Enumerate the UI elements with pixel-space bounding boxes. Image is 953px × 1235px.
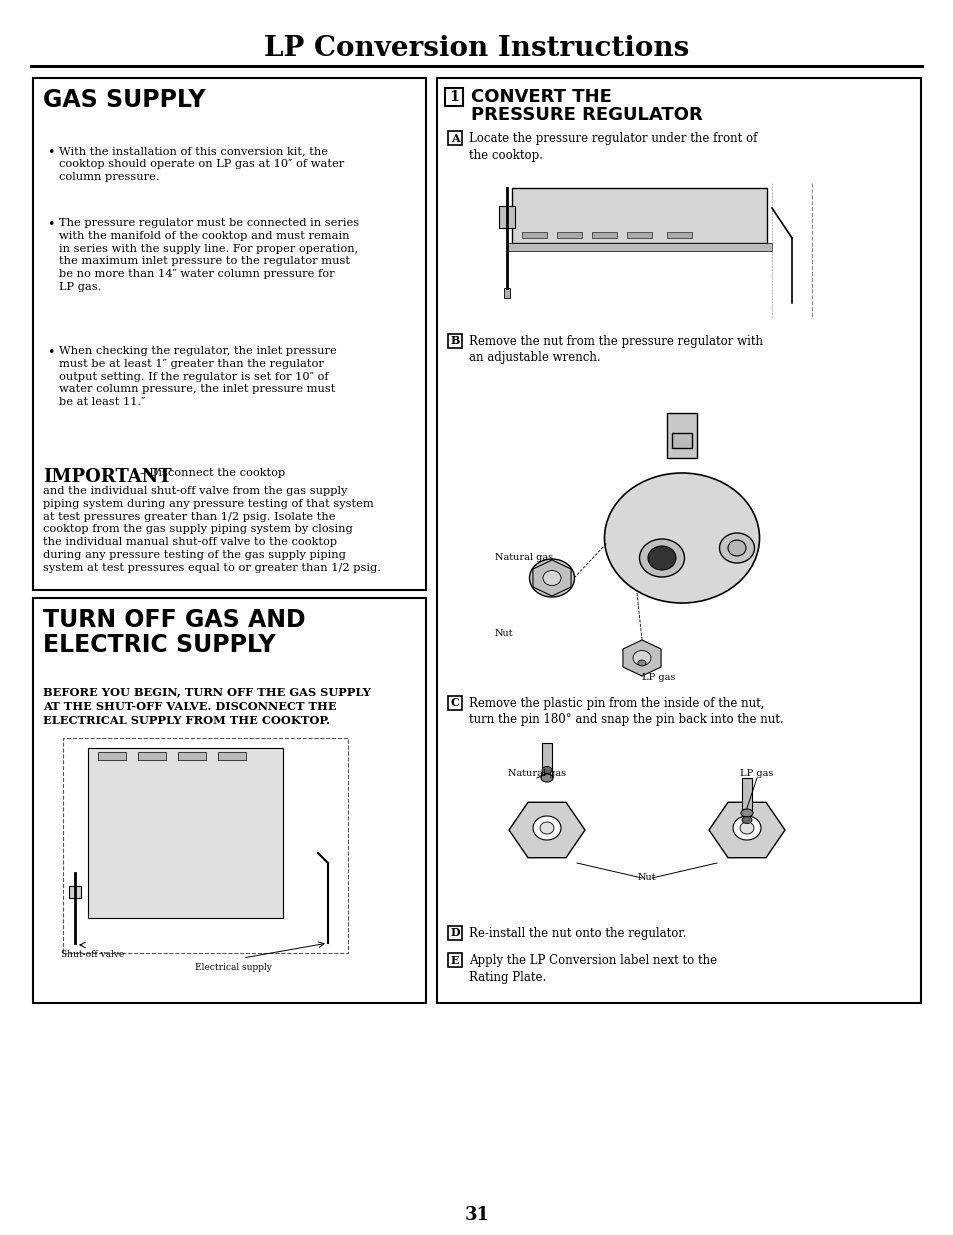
Bar [671,433,691,448]
Text: PRESSURE REGULATOR: PRESSURE REGULATOR [471,106,702,124]
Text: •: • [47,346,54,359]
Bar [626,232,651,238]
Bar [557,232,581,238]
Text: 1: 1 [449,90,458,104]
Bar [98,752,126,760]
Text: Nut: Nut [637,873,656,883]
Bar [541,743,552,778]
Text: •: • [47,219,54,231]
Ellipse shape [638,659,645,666]
Text: and the individual shut-off valve from the gas supply
piping system during any p: and the individual shut-off valve from t… [43,487,380,573]
Text: Electrical supply: Electrical supply [194,963,272,972]
Bar [503,288,510,298]
Bar [512,188,766,243]
Text: TURN OFF GAS AND
ELECTRIC SUPPLY: TURN OFF GAS AND ELECTRIC SUPPLY [43,608,305,657]
Text: When checking the regulator, the inlet pressure
must be at least 1″ greater than: When checking the regulator, the inlet p… [59,346,336,408]
Ellipse shape [727,540,745,556]
Text: With the installation of this conversion kit, the
cooktop should operate on LP g: With the installation of this conversion… [59,146,344,182]
Text: Nut: Nut [495,629,513,637]
Ellipse shape [541,767,552,773]
Ellipse shape [732,816,760,840]
Bar [506,243,771,251]
Bar [592,232,617,238]
Text: CONVERT THE: CONVERT THE [471,88,611,106]
Ellipse shape [740,809,752,818]
Text: Natural gas: Natural gas [507,768,565,778]
Bar [69,885,81,898]
Bar [436,78,920,1003]
Bar [448,697,461,710]
Polygon shape [533,559,571,597]
Ellipse shape [542,571,560,585]
Text: The pressure regulator must be connected in series
with the manifold of the cook: The pressure regulator must be connected… [59,219,358,291]
Text: A: A [450,132,458,143]
Ellipse shape [540,774,553,782]
Bar [498,206,515,228]
Ellipse shape [633,651,650,666]
Bar [33,78,426,590]
Text: Remove the plastic pin from the inside of the nut,
turn the pin 180° and snap th: Remove the plastic pin from the inside o… [469,697,782,726]
Text: Locate the pressure regulator under the front of
the cooktop.: Locate the pressure regulator under the … [469,132,757,162]
Bar [448,926,461,940]
Text: IMPORTANT: IMPORTANT [43,468,172,487]
Ellipse shape [719,534,754,563]
Bar [178,752,206,760]
Text: Shut-off valve: Shut-off valve [61,950,124,960]
Text: D: D [450,927,459,939]
Bar [448,953,461,967]
Bar [63,739,348,953]
Text: E: E [450,955,458,966]
Bar [666,232,691,238]
Bar [521,232,546,238]
Ellipse shape [539,823,554,834]
Text: Remove the nut from the pressure regulator with
an adjustable wrench.: Remove the nut from the pressure regulat… [469,335,762,364]
Bar [138,752,166,760]
Text: GAS SUPPLY: GAS SUPPLY [43,88,206,112]
Bar [30,65,923,68]
Text: BEFORE YOU BEGIN, TURN OFF THE GAS SUPPLY
AT THE SHUT-OFF VALVE. DISCONNECT THE
: BEFORE YOU BEGIN, TURN OFF THE GAS SUPPL… [43,685,371,726]
Text: •: • [47,146,54,159]
Text: 31: 31 [464,1207,489,1224]
Polygon shape [622,640,660,676]
Ellipse shape [639,538,684,577]
Polygon shape [708,803,784,858]
Ellipse shape [647,546,676,571]
Bar [218,752,246,760]
Ellipse shape [539,568,564,588]
Text: Apply the LP Conversion label next to the
Rating Plate.: Apply the LP Conversion label next to th… [469,953,717,983]
Ellipse shape [740,823,753,834]
Text: Natural gas: Natural gas [495,553,553,562]
Bar [741,778,751,813]
Text: – Disconnect the cooktop: – Disconnect the cooktop [140,468,285,478]
Ellipse shape [533,816,560,840]
Polygon shape [509,803,584,858]
Bar [448,333,461,348]
Ellipse shape [529,559,574,597]
Text: LP Conversion Instructions: LP Conversion Instructions [264,35,689,62]
Bar [448,131,461,144]
Ellipse shape [741,816,751,824]
Text: C: C [450,698,459,709]
Text: LP gas: LP gas [740,768,773,778]
Bar [444,88,462,106]
Text: Re-install the nut onto the regulator.: Re-install the nut onto the regulator. [469,927,686,940]
Text: B: B [450,336,459,347]
Ellipse shape [604,473,759,603]
Text: LP gas: LP gas [641,673,675,683]
Bar [666,412,697,458]
Bar [88,748,283,918]
Bar [33,598,426,1003]
